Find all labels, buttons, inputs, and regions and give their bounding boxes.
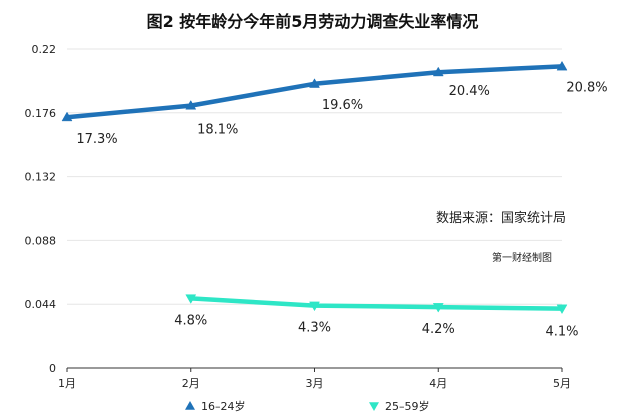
data-label: 4.3% <box>298 321 331 336</box>
series-line-2 <box>188 296 565 311</box>
y-tick-label: 0.132 <box>25 171 57 184</box>
x-tick-label: 2月 <box>182 377 200 390</box>
y-tick-label: 0 <box>49 362 56 375</box>
data-point <box>556 304 568 315</box>
y-tick-label: 0.22 <box>32 43 57 56</box>
data-label: 20.4% <box>449 84 490 99</box>
data-point <box>309 78 320 88</box>
data-label: 19.6% <box>322 98 363 113</box>
data-label: 20.8% <box>566 80 607 95</box>
series-lines <box>61 60 568 315</box>
data-point <box>556 60 568 71</box>
legend-label: 25–59岁 <box>385 399 430 413</box>
data-point <box>432 303 444 313</box>
legend-marker <box>185 401 195 410</box>
x-axis-ticks: 1月 2月 3月 4月 5月 <box>58 368 571 390</box>
data-point <box>432 66 444 77</box>
data-point <box>309 301 320 312</box>
y-tick-label: 0.088 <box>25 234 57 247</box>
data-label: 4.2% <box>422 322 455 337</box>
x-tick-label: 3月 <box>306 377 324 390</box>
data-label: 4.8% <box>174 313 207 328</box>
x-tick-label: 4月 <box>429 377 447 390</box>
legend-label: 16–24岁 <box>201 399 246 413</box>
credit-annotation: 第一财经制图 <box>492 251 552 264</box>
data-label: 17.3% <box>76 132 117 147</box>
legend-item-1: 16–24岁 <box>185 399 246 413</box>
y-tick-label: 0.044 <box>25 298 57 311</box>
chart-title: 图2 按年龄分今年前5月劳动力调查失业率情况 <box>146 12 479 31</box>
source-annotation: 数据来源：国家统计局 <box>436 210 566 226</box>
data-point <box>185 294 197 304</box>
legend-item-2: 25–59岁 <box>369 399 430 413</box>
legend: 16–24岁 25–59岁 <box>185 399 430 413</box>
data-label: 4.1% <box>545 325 578 340</box>
x-tick-label: 5月 <box>553 377 571 390</box>
data-point <box>61 111 73 122</box>
data-label: 18.1% <box>197 123 238 138</box>
data-point <box>185 100 197 110</box>
y-tick-label: 0.176 <box>25 107 57 120</box>
y-axis-ticks: 0 0.044 0.088 0.132 0.176 0.22 <box>25 43 57 375</box>
legend-marker <box>369 402 379 411</box>
x-tick-label: 1月 <box>58 377 76 390</box>
data-labels: 17.3% 18.1% 19.6% 20.4% 20.8% 4.8% 4.3% 4.2% 4.1… <box>76 80 607 339</box>
